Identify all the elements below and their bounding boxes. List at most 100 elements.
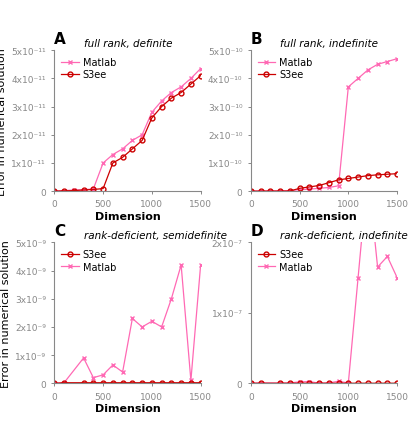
X-axis label: Dimension: Dimension	[291, 403, 357, 414]
S3ee	[120, 155, 125, 161]
Matlab	[365, 170, 370, 175]
S3ee	[375, 173, 380, 178]
Matlab	[268, 189, 273, 194]
S3ee	[307, 185, 312, 190]
Legend: Matlab, S3ee: Matlab, S3ee	[59, 56, 118, 82]
S3ee	[169, 380, 174, 386]
Matlab	[297, 188, 302, 193]
Matlab	[120, 147, 125, 152]
Matlab	[356, 275, 361, 280]
Matlab	[287, 380, 292, 386]
S3ee	[258, 381, 263, 386]
X-axis label: Dimension: Dimension	[94, 403, 161, 414]
Matlab	[71, 188, 76, 193]
Matlab	[316, 186, 321, 191]
S3ee	[326, 181, 331, 186]
Matlab	[375, 63, 380, 68]
Legend: Matlab, S3ee: Matlab, S3ee	[256, 56, 314, 82]
Line: Matlab: Matlab	[248, 57, 400, 194]
Matlab	[81, 188, 86, 193]
S3ee	[71, 189, 76, 194]
Line: Matlab: Matlab	[248, 170, 400, 386]
Matlab	[110, 153, 115, 158]
Matlab	[336, 379, 341, 384]
S3ee	[198, 74, 203, 79]
Matlab	[326, 380, 331, 386]
Matlab	[278, 189, 283, 194]
S3ee	[346, 381, 351, 386]
S3ee	[169, 96, 174, 101]
Matlab	[198, 263, 203, 268]
Matlab	[120, 370, 125, 375]
S3ee	[248, 381, 253, 386]
Line: S3ee: S3ee	[248, 381, 400, 386]
Y-axis label: Error in numerical solution: Error in numerical solution	[0, 48, 7, 195]
Matlab	[61, 380, 66, 386]
S3ee	[278, 381, 283, 386]
Matlab	[81, 356, 86, 361]
Matlab	[189, 378, 194, 383]
S3ee	[189, 380, 194, 386]
Matlab	[178, 263, 184, 268]
Text: D: D	[251, 224, 263, 239]
Matlab	[326, 185, 331, 190]
S3ee	[81, 188, 86, 193]
Matlab	[375, 265, 380, 270]
Text: full rank, indefinite: full rank, indefinite	[280, 39, 378, 49]
S3ee	[101, 380, 106, 386]
Text: rank-deficient, indefinite: rank-deficient, indefinite	[280, 231, 408, 241]
Matlab	[307, 187, 312, 192]
S3ee	[52, 381, 57, 386]
S3ee	[268, 189, 273, 194]
S3ee	[336, 381, 341, 386]
Matlab	[346, 85, 351, 90]
S3ee	[248, 189, 253, 194]
Matlab	[61, 189, 66, 194]
S3ee	[385, 381, 390, 386]
S3ee	[287, 381, 292, 386]
S3ee	[61, 380, 66, 386]
S3ee	[395, 172, 400, 177]
S3ee	[287, 189, 292, 194]
Line: S3ee: S3ee	[248, 172, 400, 194]
S3ee	[52, 189, 57, 194]
Matlab	[140, 325, 145, 330]
S3ee	[110, 380, 115, 386]
S3ee	[365, 174, 370, 179]
S3ee	[101, 187, 106, 192]
Text: B: B	[251, 32, 263, 47]
S3ee	[159, 105, 164, 110]
Matlab	[258, 189, 263, 194]
Matlab	[258, 380, 263, 386]
Matlab	[316, 381, 321, 386]
Line: Matlab: Matlab	[52, 67, 203, 194]
S3ee	[130, 380, 135, 386]
S3ee	[297, 186, 302, 191]
Matlab	[159, 99, 164, 104]
S3ee	[130, 147, 135, 152]
Line: Matlab: Matlab	[52, 263, 203, 386]
Matlab	[248, 189, 253, 194]
Matlab	[278, 381, 283, 386]
S3ee	[365, 381, 370, 386]
Line: S3ee: S3ee	[52, 74, 203, 194]
S3ee	[316, 381, 321, 386]
S3ee	[297, 381, 302, 386]
Matlab	[91, 187, 96, 192]
S3ee	[140, 138, 145, 144]
S3ee	[326, 381, 331, 386]
Matlab	[101, 372, 106, 377]
Matlab	[307, 379, 312, 384]
S3ee	[149, 380, 154, 386]
S3ee	[385, 172, 390, 177]
Matlab	[52, 189, 57, 194]
S3ee	[91, 187, 96, 193]
Matlab	[149, 319, 154, 324]
S3ee	[91, 380, 96, 386]
Matlab	[356, 77, 361, 82]
S3ee	[198, 380, 203, 386]
X-axis label: Dimension: Dimension	[94, 212, 161, 222]
Matlab	[385, 254, 390, 259]
Matlab	[198, 67, 203, 72]
Y-axis label: Error in numerical solution: Error in numerical solution	[1, 239, 11, 387]
